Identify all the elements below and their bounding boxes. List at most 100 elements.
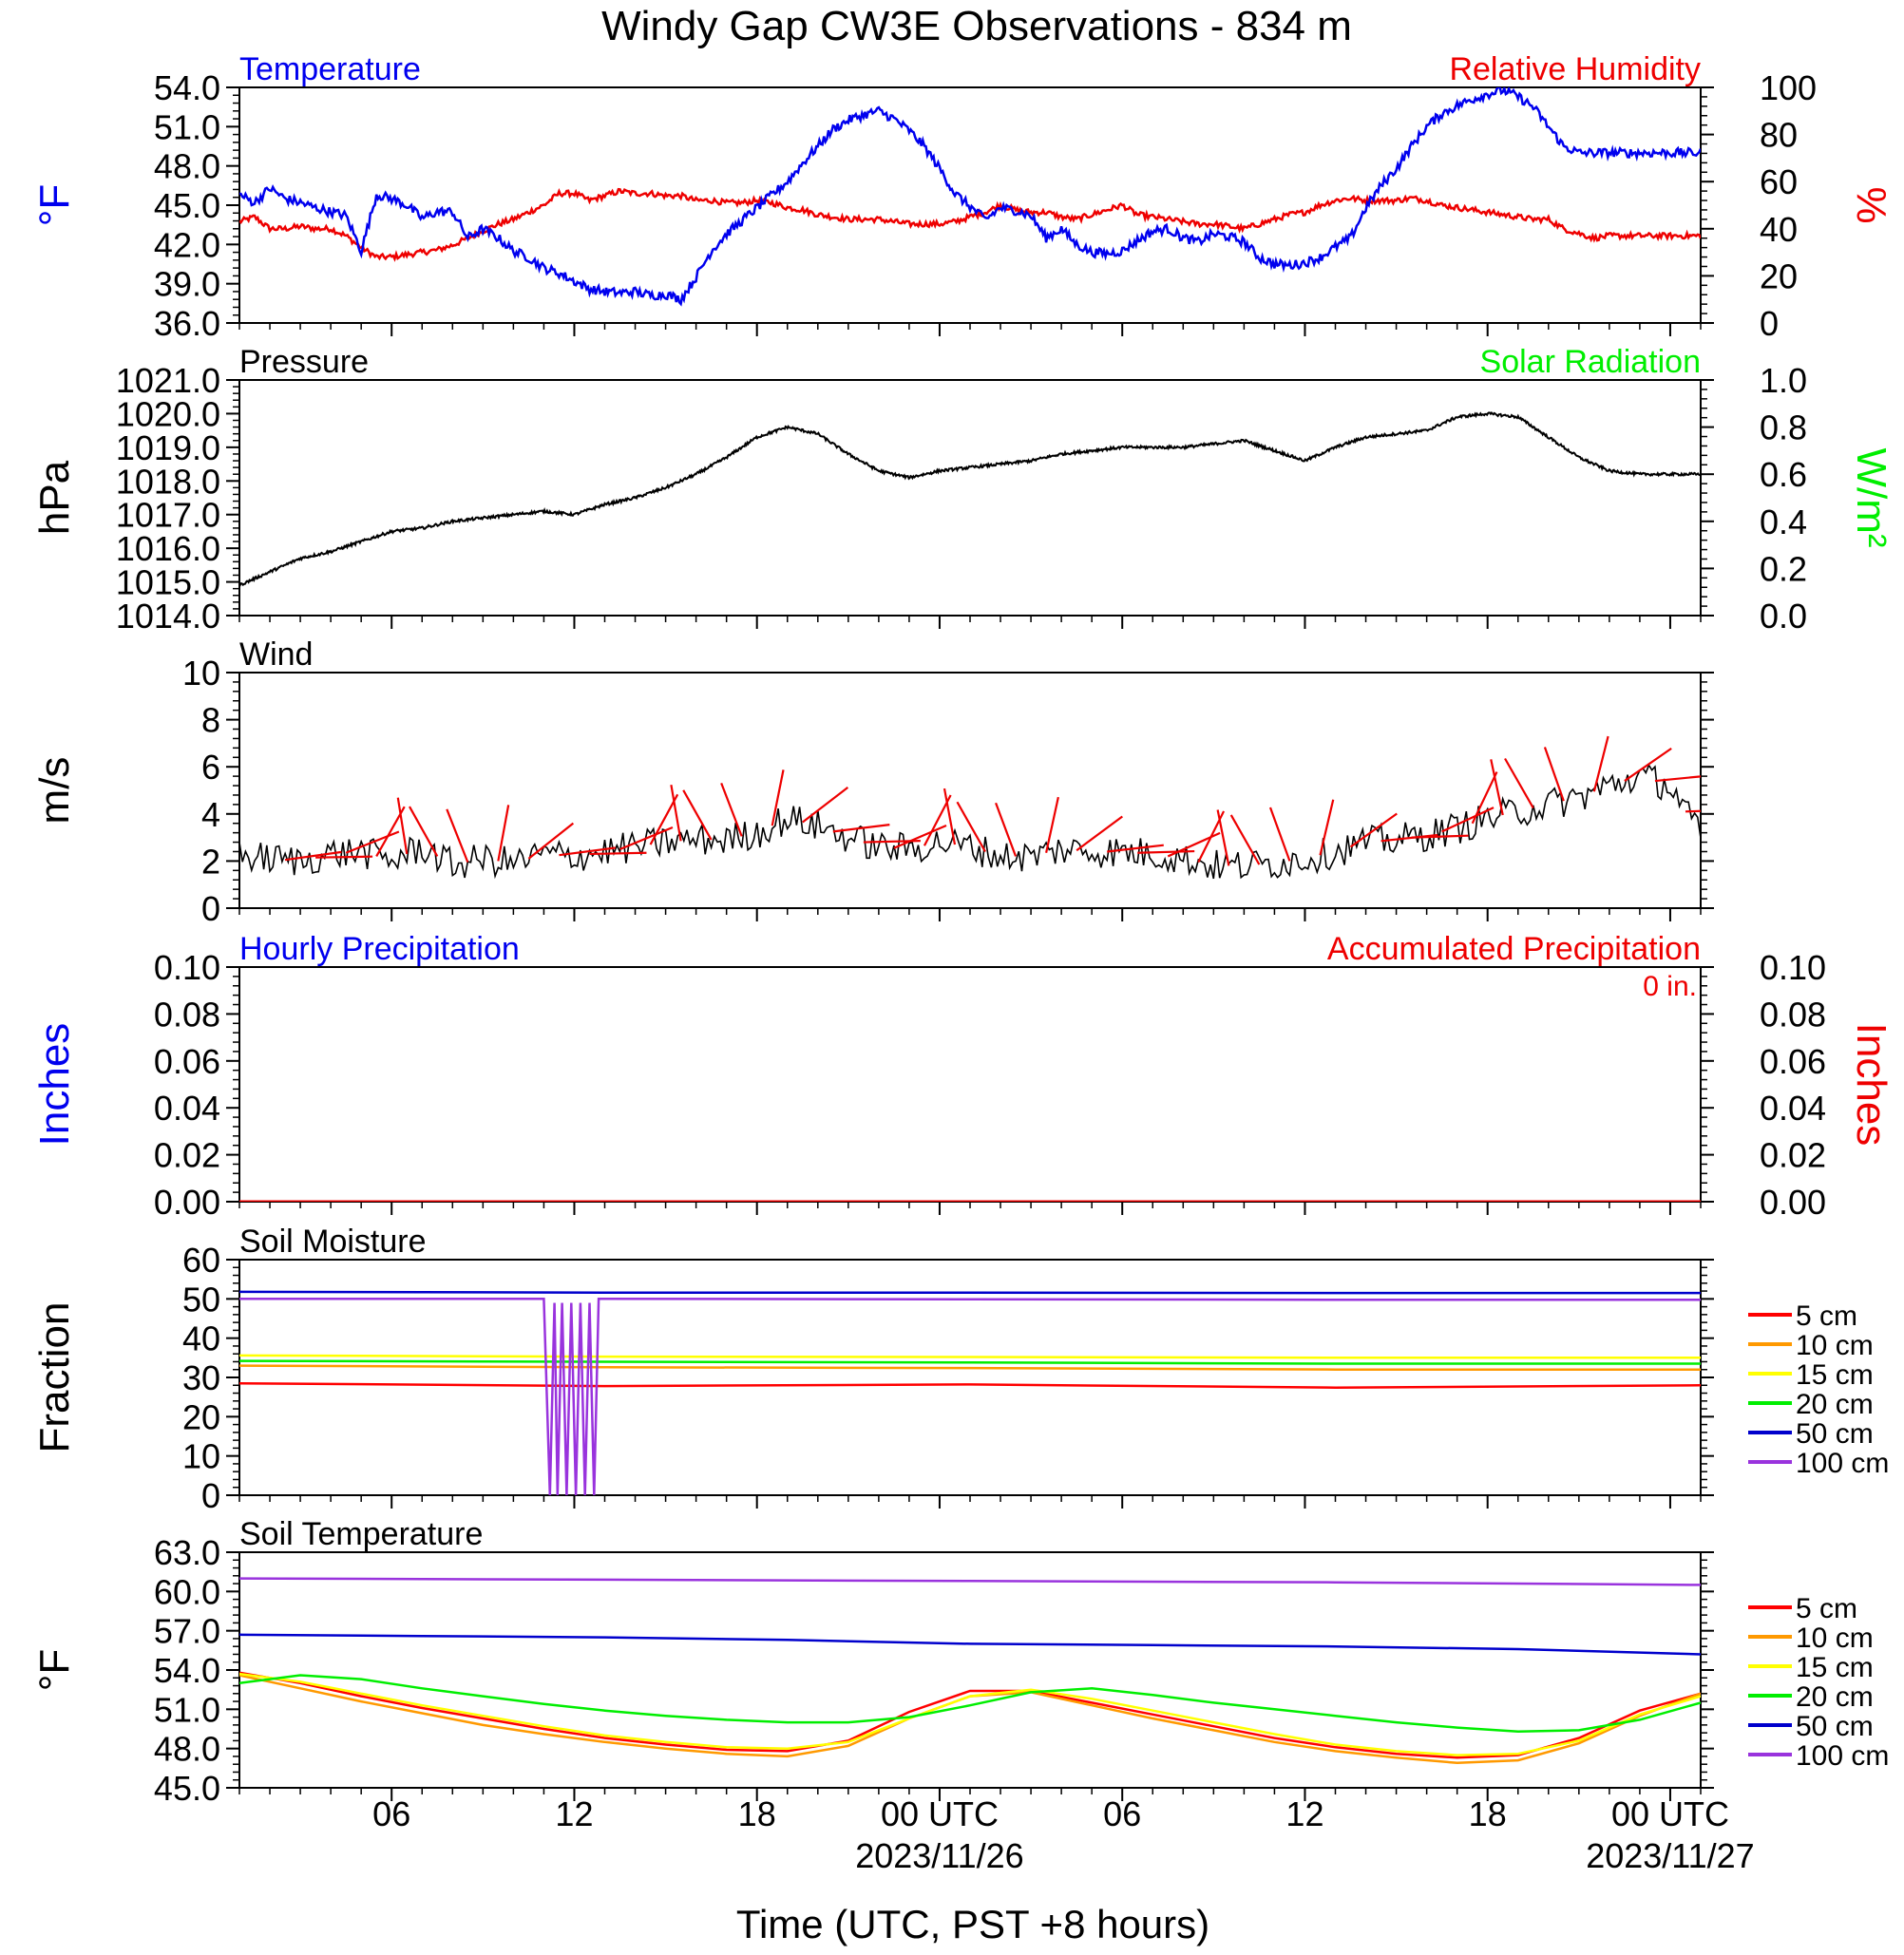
legend-label: 15 cm: [1796, 1652, 1874, 1683]
y2-tick-label: 0.02: [1760, 1136, 1826, 1175]
legend-label: 20 cm: [1796, 1389, 1874, 1420]
y2-tick-label: 60: [1760, 162, 1798, 201]
legend-label: 15 cm: [1796, 1359, 1874, 1391]
x-tick-label: 12: [555, 1794, 593, 1833]
y-tick-label: 2: [201, 842, 220, 881]
panel-data: [239, 1290, 1701, 1495]
series-line-10cm: [239, 1674, 1701, 1765]
left-unit-label: m/s: [31, 757, 78, 825]
wind-barb: [1441, 807, 1495, 833]
series-line-5cm: [239, 1671, 1701, 1759]
legend-label: 20 cm: [1796, 1681, 1874, 1713]
panel-frame: [238, 86, 1702, 324]
y-tick-label: 63.0: [154, 1533, 220, 1572]
y-tick-label: 1019.0: [116, 428, 220, 467]
wind-barb: [832, 824, 890, 833]
panels: 54.051.048.045.042.039.036.0100806040200…: [31, 51, 1894, 1808]
panel-left-title: Wind: [239, 636, 313, 673]
legend-label: 5 cm: [1796, 1300, 1857, 1332]
y2-tick-label: 100: [1760, 68, 1817, 107]
y-tick-label: 1018.0: [116, 462, 220, 501]
wind-barb: [1490, 759, 1504, 816]
wind-barb: [1504, 757, 1534, 809]
y-tick-label: 51.0: [154, 107, 220, 146]
panel-soil_temp: 63.060.057.054.051.048.045.0 Soil Tempera…: [31, 1516, 1889, 1808]
legend-label: 10 cm: [1796, 1330, 1874, 1361]
left-unit-label: Fraction: [31, 1302, 78, 1453]
wind-barb: [682, 789, 713, 841]
x-tick-label: 18: [738, 1794, 776, 1833]
y-tick-label: 1017.0: [116, 496, 220, 535]
y2-tick-label: 0.4: [1760, 503, 1807, 541]
y2-tick-label: 0.0: [1760, 597, 1807, 636]
y-tick-label: 0.08: [154, 995, 220, 1034]
panel-left-title: Soil Moisture: [239, 1224, 427, 1260]
legend-label: 5 cm: [1796, 1593, 1857, 1624]
legend-label: 10 cm: [1796, 1623, 1874, 1654]
y2-tick-label: 0.06: [1760, 1042, 1826, 1081]
figure-title: Windy Gap CW3E Observations - 834 m: [601, 3, 1352, 49]
y-tick-label: 0.10: [154, 948, 220, 987]
panel-wind: 10 8 6 4 2 0 Wind m/s: [31, 636, 1714, 928]
series-line-pressure: [239, 410, 1701, 587]
panel-left-title: Soil Temperature: [239, 1516, 483, 1552]
x-date-label: 2023/11/27: [1586, 1836, 1755, 1875]
y-tick-label: 48.0: [154, 147, 220, 186]
y2-tick-label: 40: [1760, 210, 1798, 249]
y-tick-label: 0: [201, 889, 220, 928]
wind-barb: [1229, 814, 1261, 865]
y2-tick-label: 80: [1760, 116, 1798, 155]
panel-left-title: Temperature: [239, 51, 421, 87]
wind-barb: [1411, 834, 1469, 839]
wind-barb: [1624, 747, 1672, 782]
wind-barb: [670, 785, 682, 842]
panel-data: [239, 410, 1701, 587]
wind-barb: [1685, 809, 1701, 813]
series-line-wind-speed: [239, 763, 1701, 880]
y-tick-label: 48.0: [154, 1730, 220, 1769]
wind-barb: [649, 793, 679, 845]
y-tick-label: 10: [182, 654, 220, 693]
panel-frame: [238, 1551, 1702, 1789]
wind-barb: [771, 769, 785, 826]
wind-barb: [1076, 815, 1123, 852]
y-tick-label: 1015.0: [116, 563, 220, 602]
y-tick-label: 57.0: [154, 1612, 220, 1651]
y-tick-label: 10: [182, 1437, 220, 1476]
series-line-15cm: [239, 1672, 1701, 1756]
y-tick-label: 39.0: [154, 265, 220, 304]
panel-pressure: 1021.01020.01019.01018.01017.01016.01015…: [31, 344, 1894, 636]
wind-barb: [284, 850, 342, 862]
right-unit-label: Inches: [1848, 1023, 1894, 1147]
wind-barb: [1654, 775, 1701, 783]
wind-barb: [1349, 812, 1398, 848]
series-line-50cm: [239, 1290, 1701, 1295]
wind-barb: [1471, 771, 1498, 825]
x-tick-label: 18: [1469, 1794, 1507, 1833]
x-tick-label: 00 UTC: [881, 1794, 999, 1833]
y2-tick-label: 20: [1760, 256, 1798, 295]
y-tick-label: 1020.0: [116, 394, 220, 433]
series-line-10cm: [239, 1364, 1701, 1371]
y-tick-label: 20: [182, 1397, 220, 1436]
x-tick-label: 06: [1103, 1794, 1141, 1833]
panel-frame: [238, 966, 1702, 1203]
accum-total-label: 0 in.: [1643, 971, 1697, 1002]
right-unit-label: %: [1848, 186, 1894, 223]
y-tick-label: 30: [182, 1358, 220, 1397]
panel-left-title: Pressure: [239, 344, 369, 380]
y-tick-label: 51.0: [154, 1690, 220, 1729]
series-line-100cm: [239, 1298, 1701, 1495]
panel-right-title: Relative Humidity: [1449, 51, 1701, 87]
wind-barb: [315, 855, 373, 859]
series-line-temperature: [239, 87, 1701, 307]
wind-barb: [1319, 799, 1335, 856]
panel-left-title: Hourly Precipitation: [239, 931, 520, 967]
panel-data: [239, 735, 1701, 880]
y-tick-label: 45.0: [154, 186, 220, 225]
wind-barb: [720, 782, 743, 837]
y2-tick-label: 0.04: [1760, 1089, 1826, 1128]
y2-tick-label: 1.0: [1760, 361, 1807, 400]
